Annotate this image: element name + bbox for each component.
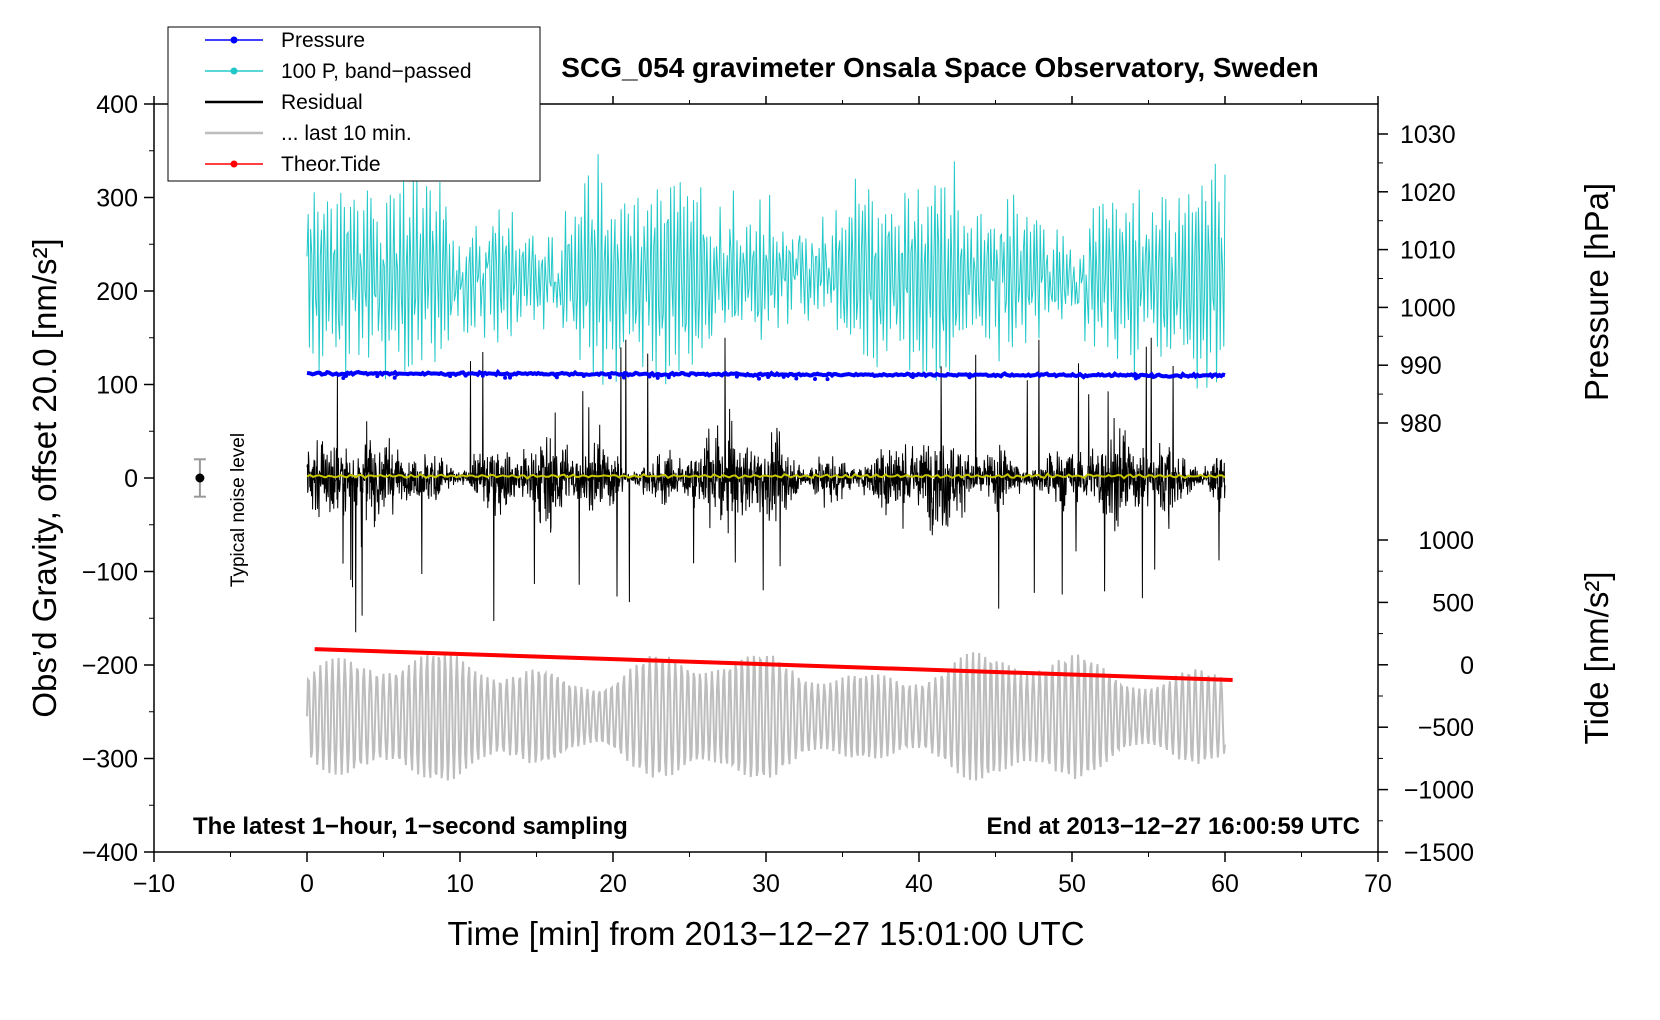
chart-title: SCG_054 gravimeter Onsala Space Observat…	[561, 52, 1318, 83]
y-tick-label: 100	[96, 372, 138, 400]
pressure-point	[666, 375, 671, 380]
y-tick-label: 0	[124, 465, 138, 493]
pressure-point	[757, 376, 761, 381]
legend-box	[167, 26, 541, 182]
y-tick-label: −400	[82, 839, 138, 867]
tide-axis-label: Tide [nm/s²]	[1578, 572, 1615, 745]
y-tick-label: −100	[82, 559, 138, 587]
pressure-point	[344, 373, 349, 378]
pressure-point	[647, 374, 652, 379]
tide-line	[314, 647, 1233, 682]
legend-label: 100 P, band−passed	[281, 60, 472, 83]
legend: Pressure 100 P, band−passed Residual ... la…	[167, 26, 541, 182]
residual-smoothed-series	[306, 472, 1226, 480]
x-tick-label: 60	[1211, 870, 1239, 898]
y-tick-label: 400	[96, 91, 138, 119]
pressure-line	[306, 368, 1226, 380]
band-passed-line	[306, 154, 1226, 389]
legend-label: Pressure	[281, 29, 365, 52]
pressure-point	[448, 374, 453, 379]
tide-tick-label: 500	[1432, 589, 1474, 617]
pressure-point	[825, 377, 830, 382]
legend-label: Residual	[281, 91, 363, 114]
pressure-point	[910, 375, 915, 379]
residual-smoothed-line	[306, 472, 1226, 480]
last-10-min-series	[306, 652, 1226, 781]
x-tick-label: 50	[1058, 870, 1086, 898]
pressure-axis-label: Pressure [hPa]	[1578, 183, 1615, 401]
tide-tick-label: −1500	[1404, 839, 1474, 867]
y-tick-label: −200	[82, 652, 138, 680]
x-tick-label: 70	[1364, 870, 1392, 898]
pressure-point	[392, 375, 397, 380]
pressure-tick-label: 980	[1400, 410, 1442, 438]
pressure-point	[503, 375, 508, 380]
annotation-sampling: The latest 1−hour, 1−second sampling	[193, 813, 628, 840]
tide-tick-label: −500	[1418, 714, 1474, 742]
pressure-tick-label: 1010	[1400, 237, 1456, 265]
pressure-tick-label: 1000	[1400, 294, 1456, 322]
pressure-tick-label: 990	[1400, 352, 1442, 380]
y-axis-left-ticks: 400 300 200 100 0 −100 −200 −300 −400	[82, 91, 154, 867]
pressure-point	[766, 375, 771, 379]
pressure-point	[622, 375, 626, 380]
x-tick-label: 10	[446, 870, 474, 898]
pressure-series	[306, 368, 1226, 382]
y-tick-label: 300	[96, 185, 138, 213]
pressure-tick-label: 1020	[1400, 179, 1456, 207]
band-passed-pressure-series	[306, 154, 1226, 389]
pressure-point	[813, 377, 817, 381]
noise-level-label: Typical noise level	[228, 433, 249, 587]
pressure-point	[480, 373, 485, 378]
pressure-tick-label: 1030	[1400, 121, 1456, 149]
x-axis-label: Time [min] from 2013−12−27 15:01:00 UTC	[447, 915, 1084, 952]
tide-tick-label: 1000	[1418, 527, 1474, 555]
tide-axis-ticks: 1000 500 0 −500 −1000 −1500	[1378, 527, 1474, 867]
legend-label: ... last 10 min.	[281, 122, 412, 145]
x-tick-label: 30	[752, 870, 780, 898]
pressure-point	[463, 373, 468, 378]
x-tick-label: 20	[599, 870, 627, 898]
pressure-axis-ticks: 1030 1020 1010 1000 990 980	[1378, 121, 1456, 438]
x-axis-ticks: −10 0 10 20 30 40 50 60 70	[133, 96, 1392, 898]
x-tick-label: 40	[905, 870, 933, 898]
y-axis-left-label: Obs’d Gravity, offset 20.0 [nm/s²]	[26, 238, 63, 717]
pressure-point	[607, 375, 612, 380]
x-tick-label: 0	[300, 870, 314, 898]
pressure-point	[375, 374, 380, 379]
residual-series	[306, 337, 1226, 633]
x-tick-label: −10	[133, 870, 175, 898]
pressure-point	[967, 375, 972, 380]
y-tick-label: −300	[82, 746, 138, 774]
pressure-point	[581, 374, 586, 378]
noise-level-marker	[193, 458, 206, 498]
pressure-point	[341, 376, 346, 380]
residual-line	[306, 337, 1226, 633]
y-tick-label: 200	[96, 278, 138, 306]
legend-marker	[230, 36, 238, 44]
legend-label: Theor.Tide	[281, 153, 381, 176]
theoretical-tide-series	[314, 647, 1233, 682]
tide-tick-label: −1000	[1404, 777, 1474, 805]
noise-point	[195, 473, 205, 483]
pressure-point	[508, 375, 512, 380]
annotation-end-time: End at 2013−12−27 16:00:59 UTC	[986, 813, 1360, 840]
pressure-point	[794, 376, 799, 381]
legend-marker	[230, 67, 238, 75]
pressure-point	[1133, 376, 1138, 381]
tide-tick-label: 0	[1460, 652, 1474, 680]
pressure-point	[554, 375, 559, 380]
pressure-point	[734, 374, 739, 379]
pressure-point	[655, 375, 660, 380]
last-10-min-line	[306, 652, 1226, 781]
pressure-point	[781, 374, 786, 379]
legend-marker	[230, 160, 238, 168]
